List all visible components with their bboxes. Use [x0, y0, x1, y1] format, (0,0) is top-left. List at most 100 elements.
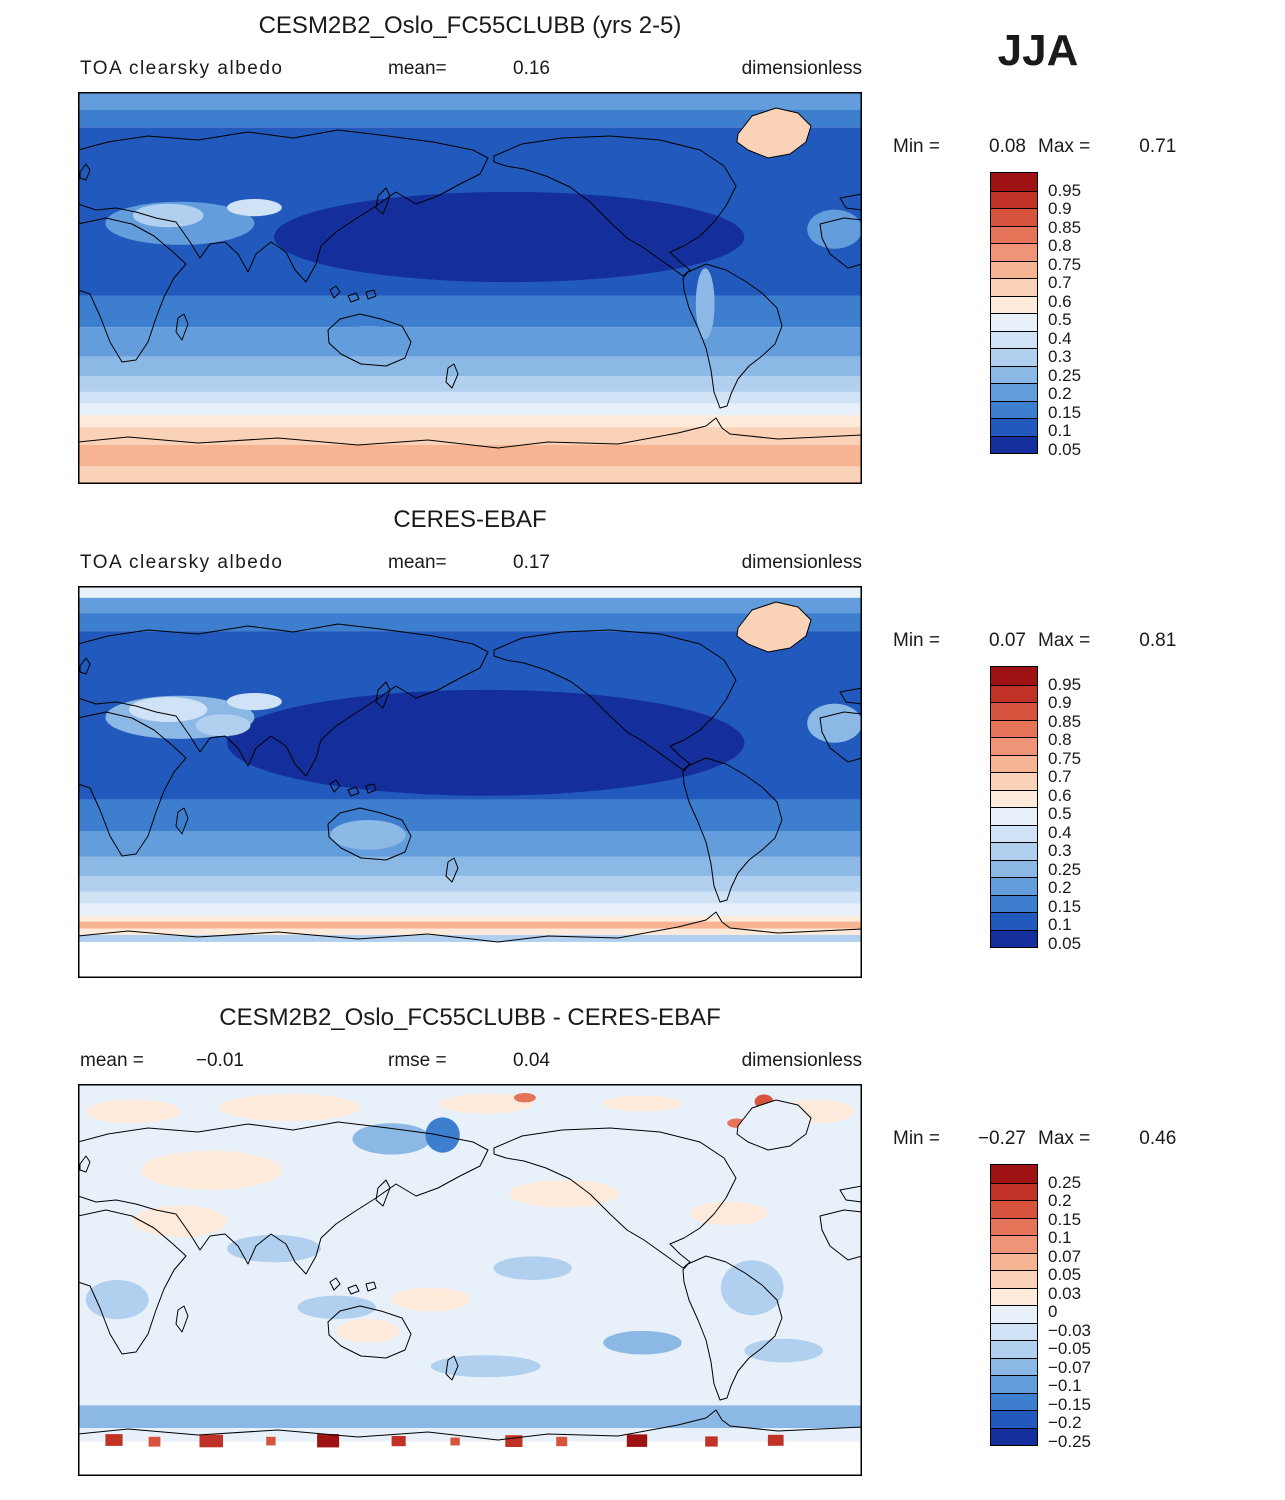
map-band [78, 597, 862, 614]
colorbar-tick-label: 0.2 [1048, 384, 1072, 403]
colorbar-cell [991, 1427, 1037, 1445]
map-patch [513, 1093, 536, 1103]
colorbar-tick-label: 0.15 [1048, 1209, 1082, 1229]
panel-title: CESM2B2_Oslo_FC55CLUBB (yrs 2-5) [258, 12, 682, 39]
colorbar-cell [991, 348, 1037, 366]
map-band [78, 876, 862, 892]
map-patch [227, 1234, 321, 1263]
colorbar-cell [991, 877, 1037, 895]
season-label: JJA [997, 26, 1079, 75]
coastline [79, 163, 91, 181]
map-band [78, 903, 862, 916]
colorbar-tick-label: 0.4 [1048, 328, 1072, 348]
panel-obs: CERES-EBAF TOA clearsky albedo mean= 0.1… [0, 502, 1285, 1002]
max-label: Max = [1038, 136, 1091, 157]
coastline [347, 292, 360, 303]
colorbar-cell [991, 435, 1037, 453]
colorbar-cell [991, 1200, 1037, 1218]
colorbar-tick-label: −0.15 [1048, 1394, 1092, 1414]
map-band [78, 415, 862, 428]
coastline [78, 129, 489, 283]
map-mark [505, 1435, 523, 1447]
coastline [839, 1185, 862, 1203]
coastline [839, 193, 862, 211]
colorbar-tick-label: 0.25 [1048, 1172, 1082, 1192]
colorbar-tick-label: 0.95 [1048, 180, 1082, 200]
coastline [175, 1305, 189, 1333]
colorbar-cell [991, 842, 1037, 860]
coastline [736, 1099, 812, 1151]
colorbar-tick-label: −0.1 [1048, 1376, 1082, 1395]
minmax-row: Min = 0.08 Max = 0.71 [893, 136, 1213, 158]
mean-label: mean = [80, 1050, 144, 1071]
map-patch [430, 1355, 541, 1378]
coastline [78, 217, 187, 363]
colorbar-tick-label: 0.4 [1048, 822, 1072, 842]
map-band [78, 941, 862, 978]
map-band [78, 356, 862, 377]
colorbar-cell [991, 225, 1037, 243]
map-patch [695, 268, 715, 339]
colorbar-cell [991, 173, 1037, 191]
coastline [329, 779, 341, 793]
panel-model: CESM2B2_Oslo_FC55CLUBB (yrs 2-5) TOA cle… [0, 8, 1285, 508]
colorbar-tick-label: −0.03 [1048, 1320, 1092, 1340]
panel-diff: CESM2B2_Oslo_FC55CLUBB - CERES-EBAF mean… [0, 1000, 1285, 1500]
mean-label: mean= [388, 58, 447, 79]
colorbar-tick-label: 0.75 [1048, 748, 1082, 768]
colorbar-cell [991, 824, 1037, 842]
colorbar-cell [991, 1287, 1037, 1305]
map-patch [352, 1123, 431, 1155]
map-band [78, 327, 862, 357]
map-mark [626, 1434, 648, 1447]
map-band [78, 1441, 862, 1476]
colorbar-cell [991, 400, 1037, 418]
colorbar-cell [991, 1322, 1037, 1340]
colorbar-tick-label: 0.05 [1048, 1265, 1082, 1284]
coastline [78, 911, 862, 943]
colorbar-cell [991, 278, 1037, 296]
map-patch [132, 203, 204, 228]
variable-label: TOA clearsky albedo [80, 552, 284, 573]
map-band [78, 403, 862, 416]
units-label: dimensionless [741, 58, 862, 79]
colorbar-cell [991, 807, 1037, 825]
coastline [175, 313, 189, 341]
coastline [79, 1155, 91, 1173]
colorbar-tick-label: 0.3 [1048, 841, 1072, 860]
coastline [682, 1255, 783, 1401]
map-band [78, 921, 862, 929]
coastline [78, 623, 489, 777]
colorbar-cell [991, 1235, 1037, 1253]
colorbar-tick-label: 0.25 [1048, 859, 1082, 879]
colorbar-tick-label: 0.05 [1048, 933, 1082, 953]
max-label: Max = [1038, 630, 1091, 651]
min-value: 0.07 [989, 630, 1026, 651]
coastline [365, 783, 377, 794]
map-band [78, 586, 862, 598]
map-band [78, 928, 862, 935]
coastline [329, 1277, 341, 1291]
greenland-fill [737, 1100, 811, 1150]
colorbar-bar [990, 1164, 1038, 1446]
colorbar-cell [991, 789, 1037, 807]
colorbar-cell [991, 383, 1037, 401]
max-value: 0.71 [1139, 136, 1177, 157]
coastline [327, 1305, 412, 1359]
colorbar-cell [991, 1357, 1037, 1375]
coastline [445, 857, 459, 883]
map-band [78, 92, 862, 110]
map-band [78, 444, 862, 467]
rmse-value: 0.04 [513, 1050, 550, 1071]
map-patch [744, 1338, 823, 1363]
colorbar-cell [991, 737, 1037, 755]
map-mark [266, 1436, 276, 1446]
colorbar-cell [991, 912, 1037, 930]
map-mark [391, 1436, 406, 1447]
map-band [78, 1405, 862, 1429]
coastline [329, 285, 341, 299]
colorbar-cell [991, 1252, 1037, 1270]
panel-title: CERES-EBAF [393, 506, 547, 533]
map-patch [720, 1260, 784, 1316]
colorbar-tick-label: 0.3 [1048, 347, 1072, 366]
